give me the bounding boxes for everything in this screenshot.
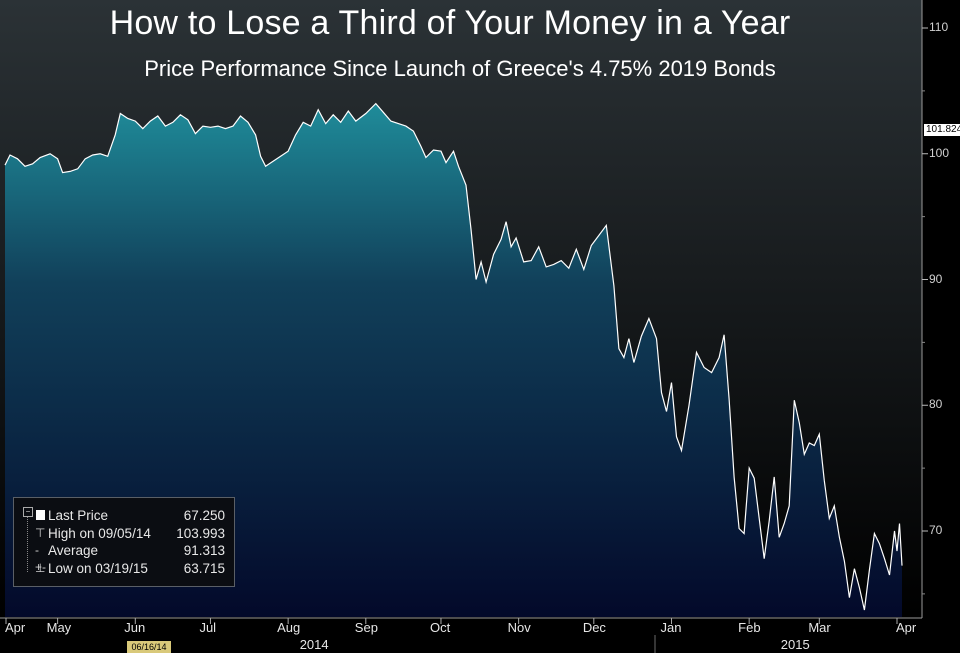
x-tick-marks: [5, 618, 898, 624]
legend-box: − Last Price 67.250 ⊤ High on 09/05/14 1…: [13, 497, 235, 587]
price-area-fill: [5, 103, 902, 618]
y-tick-marks: [922, 27, 928, 595]
last-price-swatch-icon: [36, 510, 45, 520]
x-tick-label: Sep: [354, 620, 378, 635]
x-tick-label: Dec: [582, 620, 606, 635]
legend-tree-line: [27, 510, 36, 572]
legend-collapse-icon[interactable]: −: [23, 507, 33, 517]
legend-row-low: ⊥ Low on 03/19/15 63.715: [14, 560, 234, 577]
legend-value: 67.250: [183, 508, 225, 523]
x-tick-label: Jul: [199, 620, 217, 635]
y-tick-label: 70: [929, 523, 943, 537]
x-tick-label: Oct: [429, 620, 451, 635]
legend-value: 91.313: [183, 543, 225, 558]
y-tick-label: 100: [929, 145, 950, 160]
x-tick-label: Mar: [808, 620, 831, 635]
legend-value: 103.993: [176, 526, 225, 541]
chart-title: How to Lose a Third of Your Money in a Y…: [109, 4, 791, 42]
chart-subtitle: Price Performance Since Launch of Greece…: [144, 56, 776, 81]
legend-label: Low on 03/19/15: [48, 561, 148, 576]
y-tick-label: 90: [929, 271, 943, 286]
x-tick-label: Jan: [660, 620, 682, 635]
x-tick-label: Feb: [738, 620, 761, 635]
x-tick-label: Apr: [5, 620, 26, 635]
high-marker-icon: ⊤: [35, 526, 46, 540]
year-label: 2015: [780, 637, 810, 652]
price-line: [4, 102, 903, 611]
legend-label: Last Price: [48, 508, 109, 523]
year-label: 2014: [299, 637, 329, 652]
x-tick-label: Apr: [896, 620, 917, 635]
legend-row-high: ⊤ High on 09/05/14 103.993: [14, 525, 234, 542]
x-tick-label: Aug: [277, 620, 301, 635]
legend-row-average: -+- Average 91.313: [14, 542, 234, 574]
low-marker-icon: ⊥: [35, 561, 46, 575]
average-marker-icon: -+-: [35, 543, 47, 574]
x-tick-label: Nov: [507, 620, 531, 635]
x-tick-label: May: [46, 620, 72, 635]
y-tick-label: 80: [929, 397, 943, 412]
legend-label: High on 09/05/14: [48, 526, 151, 541]
legend-label: Average: [48, 543, 99, 558]
legend-row-last-price: Last Price 67.250: [14, 507, 234, 524]
cursor-date-label: 06/16/14: [127, 641, 171, 653]
last-price-tag: 101.824: [924, 124, 960, 136]
y-tick-label: 110: [929, 20, 949, 34]
x-tick-label: Jun: [124, 620, 146, 635]
legend-value: 63.715: [183, 561, 225, 576]
